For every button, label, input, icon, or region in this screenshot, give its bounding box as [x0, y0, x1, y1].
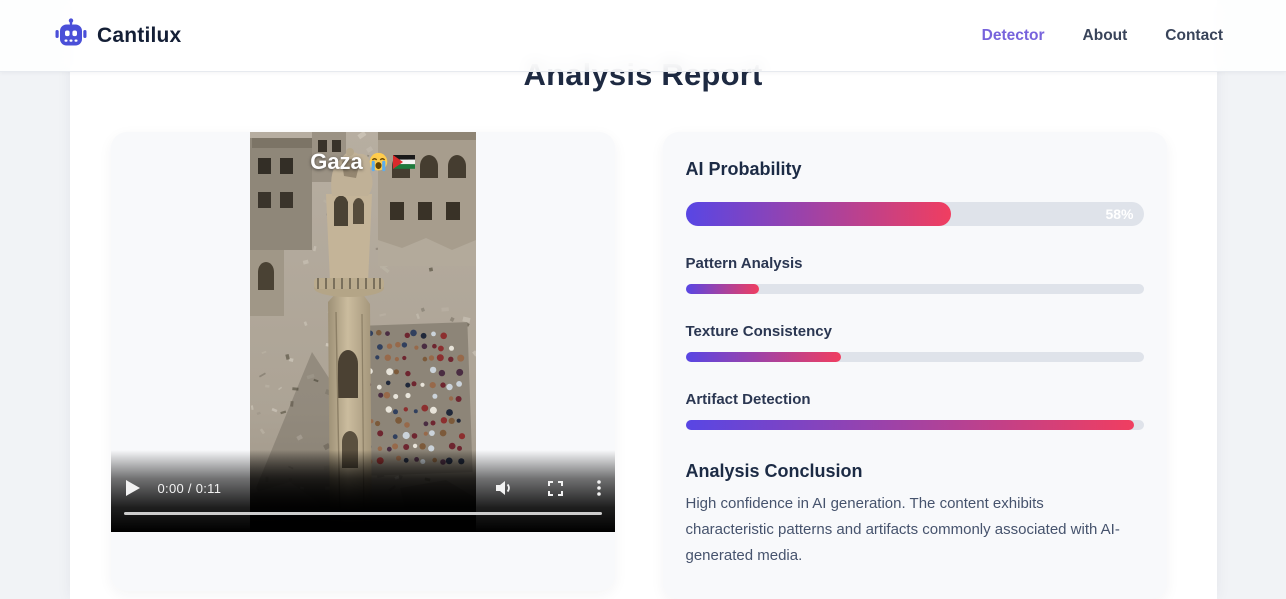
nav-link-about[interactable]: About — [1082, 26, 1128, 44]
palestine-flag-icon — [392, 154, 415, 170]
crying-face-emoji-icon — [368, 152, 389, 173]
main-nav: Detector About Contact — [982, 27, 1223, 45]
top-navbar: Cantilux Detector About Contact — [0, 0, 1286, 72]
metric-label: Pattern Analysis — [685, 255, 803, 272]
metric-artifact-detection: Artifact Detection — [685, 391, 1144, 430]
metric-bar — [685, 420, 1144, 430]
metric-bar — [685, 352, 1144, 362]
metric-pattern-analysis: Pattern Analysis — [685, 255, 1144, 294]
metric-texture-consistency: Texture Consistency — [685, 323, 1144, 362]
fullscreen-button[interactable] — [547, 480, 563, 496]
metric-fill — [685, 284, 759, 294]
video-controls-bar — [110, 450, 615, 532]
analyzed-video-card: Gaza — [110, 132, 615, 591]
metric-fill — [685, 352, 842, 362]
video-overlay-title: Gaza — [250, 149, 476, 175]
play-button[interactable] — [125, 480, 140, 496]
conclusion-title: Analysis Conclusion — [685, 461, 863, 481]
nav-link-detector[interactable]: Detector — [981, 26, 1045, 44]
nav-link-contact[interactable]: Contact — [1165, 26, 1223, 44]
conclusion-text: High confidence in AI generation. The co… — [685, 495, 1120, 564]
brand-logo[interactable]: Cantilux — [55, 18, 181, 53]
mute-button[interactable] — [495, 480, 514, 496]
more-options-button[interactable] — [596, 480, 601, 496]
metric-bar — [685, 284, 1144, 294]
metric-label: Artifact Detection — [685, 391, 811, 408]
video-player[interactable]: Gaza — [110, 132, 615, 532]
page-panel: Analysis Report — [69, 0, 1217, 599]
ai-probability-title: AI Probability — [685, 159, 802, 179]
video-time-display: 0:00 / 0:11 — [157, 480, 222, 496]
metric-fill — [685, 420, 1135, 430]
metric-label: Texture Consistency — [685, 323, 832, 340]
robot-icon — [55, 18, 87, 53]
brand-name: Cantilux — [97, 23, 182, 47]
analysis-report-card: AI Probability 58% Pattern Analysis Text… — [662, 132, 1167, 599]
ai-probability-fill — [685, 202, 952, 226]
video-seek-bar[interactable] — [123, 512, 602, 515]
ai-probability-bar: 58% — [685, 202, 1144, 226]
ai-probability-value: 58% — [1105, 206, 1134, 222]
overlay-title-text: Gaza — [310, 149, 363, 174]
